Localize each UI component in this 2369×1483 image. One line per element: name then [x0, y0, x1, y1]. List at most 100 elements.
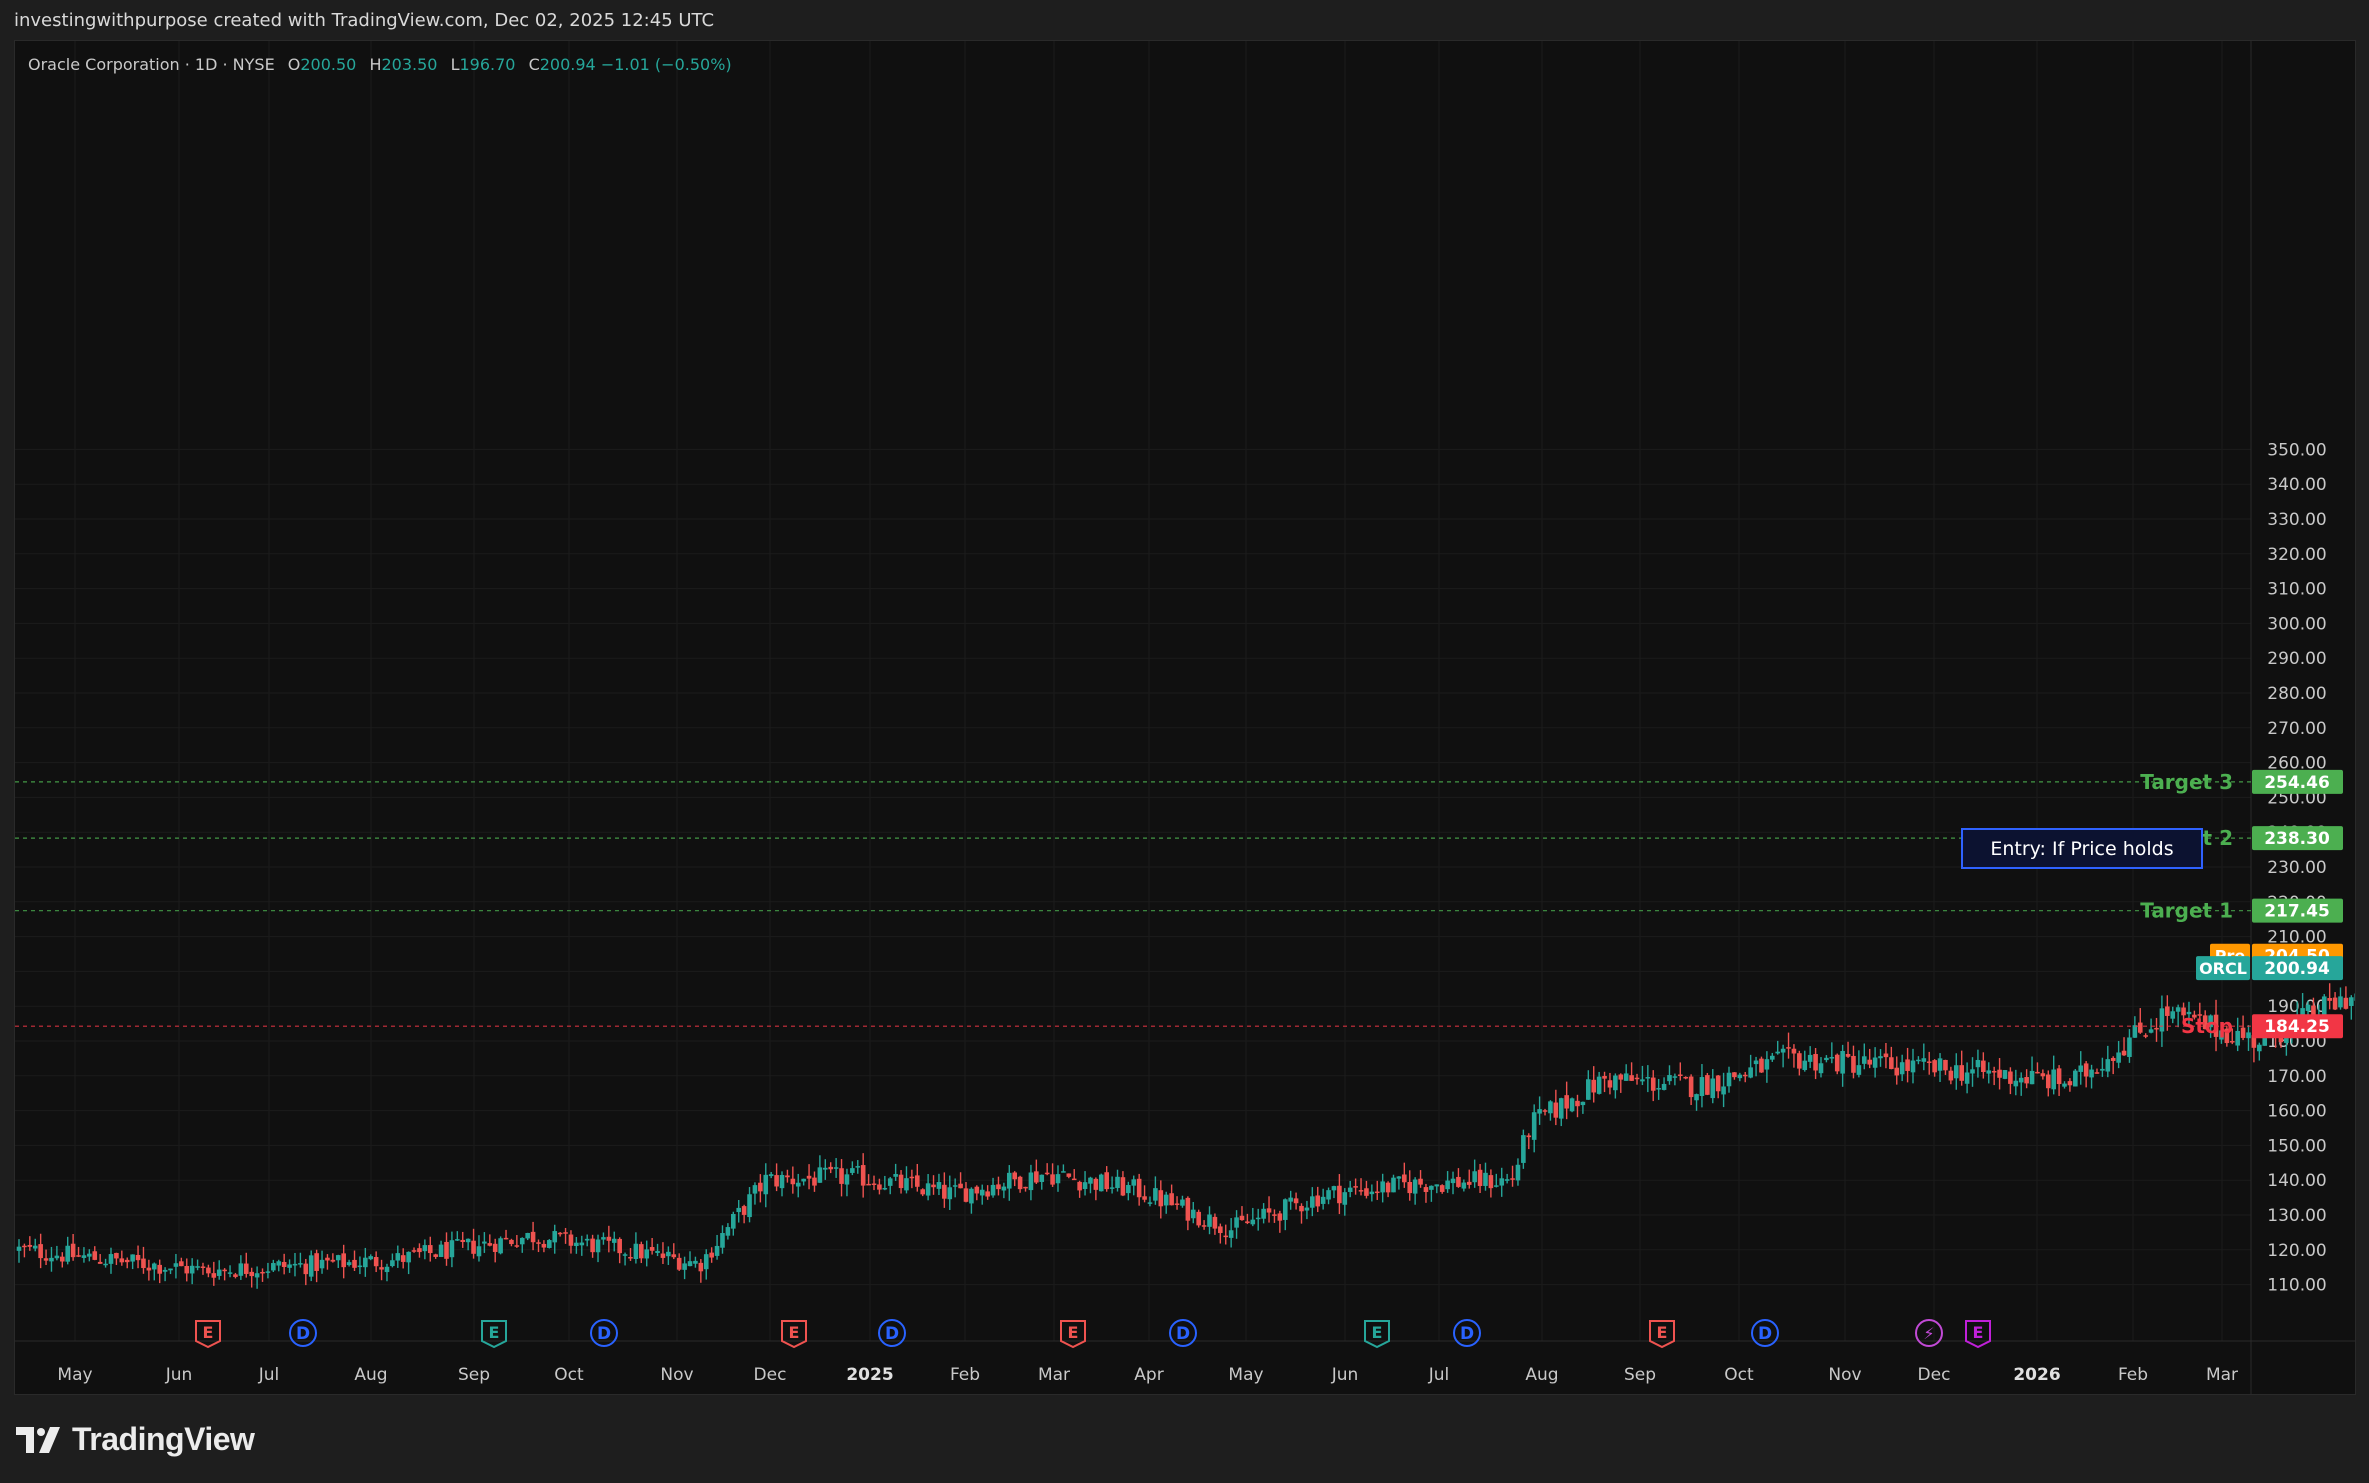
candle-body [1158, 1190, 1164, 1207]
candle-body [790, 1178, 796, 1185]
candle-body [2327, 998, 2332, 1001]
tradingview-brand[interactable]: TradingView [16, 1421, 255, 1458]
price-tick-label: 110.00 [2267, 1276, 2326, 1296]
candle-body [417, 1248, 422, 1253]
price-tick-label: 260.00 [2267, 754, 2326, 774]
candle-body [1753, 1060, 1759, 1065]
candle-body [325, 1257, 330, 1261]
candle-body [1120, 1177, 1126, 1196]
change-value: −1.01 (−0.50%) [600, 55, 732, 74]
candle-body [1196, 1211, 1201, 1226]
candle-body [1769, 1055, 1775, 1060]
dividend-event-icon[interactable] [878, 1319, 906, 1347]
candle-body [1266, 1208, 1272, 1213]
dividend-event-icon[interactable] [289, 1319, 317, 1347]
candle-body [1564, 1095, 1569, 1109]
candle-body [2127, 1037, 2132, 1057]
price-tag-box [2252, 956, 2343, 981]
candle-body [817, 1167, 823, 1183]
candle-body [909, 1176, 915, 1179]
dividend-event-letter: D [1758, 1324, 1772, 1344]
flash-event-symbol: ⚡ [1923, 1324, 1934, 1343]
dividend-event-icon[interactable] [1169, 1319, 1197, 1347]
price-chart[interactable]: 110.00 120.00 130.00 140.00 150.00 160.00 170.… [15, 41, 2355, 1394]
candle-body [1142, 1196, 1147, 1200]
flash-event-icon[interactable] [1915, 1319, 1943, 1347]
candle-body [1878, 1056, 1883, 1059]
stop-price-tag [2252, 1014, 2343, 1039]
candle-body [1986, 1070, 1992, 1074]
candle-body [2186, 1011, 2192, 1015]
brand-name: TradingView [72, 1421, 255, 1457]
stop-price-value: 184.25 [2264, 1017, 2330, 1037]
candle-body [1650, 1077, 1656, 1091]
dividend-event-icon[interactable] [1751, 1319, 1779, 1347]
candle-body [2035, 1071, 2040, 1074]
candle-body [76, 1255, 81, 1257]
earnings-event-letter: E [1372, 1323, 1383, 1342]
candle-body [465, 1238, 471, 1243]
candle-body [633, 1243, 639, 1260]
candle-body [1970, 1069, 1975, 1074]
earnings-event-icon[interactable] [1364, 1320, 1390, 1349]
candle-body [2137, 1022, 2143, 1033]
candle-body [427, 1245, 433, 1254]
candle-body [1856, 1065, 1862, 1075]
time-tick-label: Sep [1624, 1365, 1656, 1385]
candle-body [1423, 1187, 1429, 1193]
time-tick-label: Feb [950, 1365, 980, 1385]
candle-body [1174, 1203, 1180, 1205]
earnings-event-letter: E [1973, 1323, 1984, 1342]
candle-body [1791, 1048, 1797, 1054]
candle-body [2051, 1069, 2056, 1090]
candle-body [2018, 1077, 2024, 1083]
chart-panel[interactable]: 110.00 120.00 130.00 140.00 150.00 160.00 170.… [14, 40, 2356, 1395]
candle-body [1786, 1047, 1791, 1049]
open-key: O [287, 55, 301, 74]
candle-body [330, 1259, 336, 1262]
candle-body [828, 1166, 834, 1170]
candle-body [1364, 1188, 1369, 1196]
candle-body [996, 1184, 1001, 1190]
candle-body [655, 1250, 660, 1253]
earnings-event-icon[interactable] [781, 1320, 807, 1349]
candle-body [1088, 1177, 1093, 1184]
earnings-event-icon[interactable] [1649, 1320, 1675, 1349]
earnings-event-icon[interactable] [195, 1320, 221, 1349]
candle-body [1212, 1216, 1218, 1229]
candle-body [1456, 1176, 1461, 1187]
time-tick-label: Nov [660, 1365, 693, 1385]
candle-body [812, 1177, 817, 1186]
candle-body [114, 1252, 119, 1259]
candle-body [979, 1189, 985, 1196]
candle-body [238, 1263, 244, 1276]
dividend-event-icon[interactable] [1453, 1319, 1481, 1347]
candle-body [2089, 1069, 2094, 1078]
candle-body [795, 1182, 801, 1187]
time-tick-label: Sep [458, 1365, 490, 1385]
candle-body [2278, 1034, 2284, 1043]
candle-body [1824, 1057, 1829, 1061]
price-tick-label: 340.00 [2267, 475, 2326, 495]
candle-body [2181, 1007, 2186, 1016]
target-level-label: Target 1 [2140, 899, 2233, 923]
earnings-event-icon[interactable] [1060, 1320, 1086, 1349]
candle-body [1391, 1177, 1396, 1193]
earnings-event-icon[interactable] [1965, 1320, 1991, 1349]
candle-body [920, 1189, 926, 1195]
candle-body [1867, 1059, 1872, 1065]
candle-body [1044, 1172, 1050, 1175]
price-tick-label: 120.00 [2267, 1241, 2326, 1261]
earnings-event-icon[interactable] [481, 1320, 507, 1349]
time-tick-label: Feb [2118, 1365, 2148, 1385]
dividend-event-icon[interactable] [590, 1319, 618, 1347]
entry-note-box[interactable]: Entry: If Price holds [1961, 828, 2203, 869]
candle-body [216, 1269, 222, 1276]
target-price-value: 217.45 [2264, 902, 2330, 922]
candle-body [2165, 1006, 2170, 1016]
candle-body [1499, 1178, 1505, 1186]
candle-body [189, 1265, 195, 1274]
candle-body [1169, 1193, 1174, 1206]
candle-body [509, 1239, 514, 1245]
candle-body [314, 1253, 319, 1271]
